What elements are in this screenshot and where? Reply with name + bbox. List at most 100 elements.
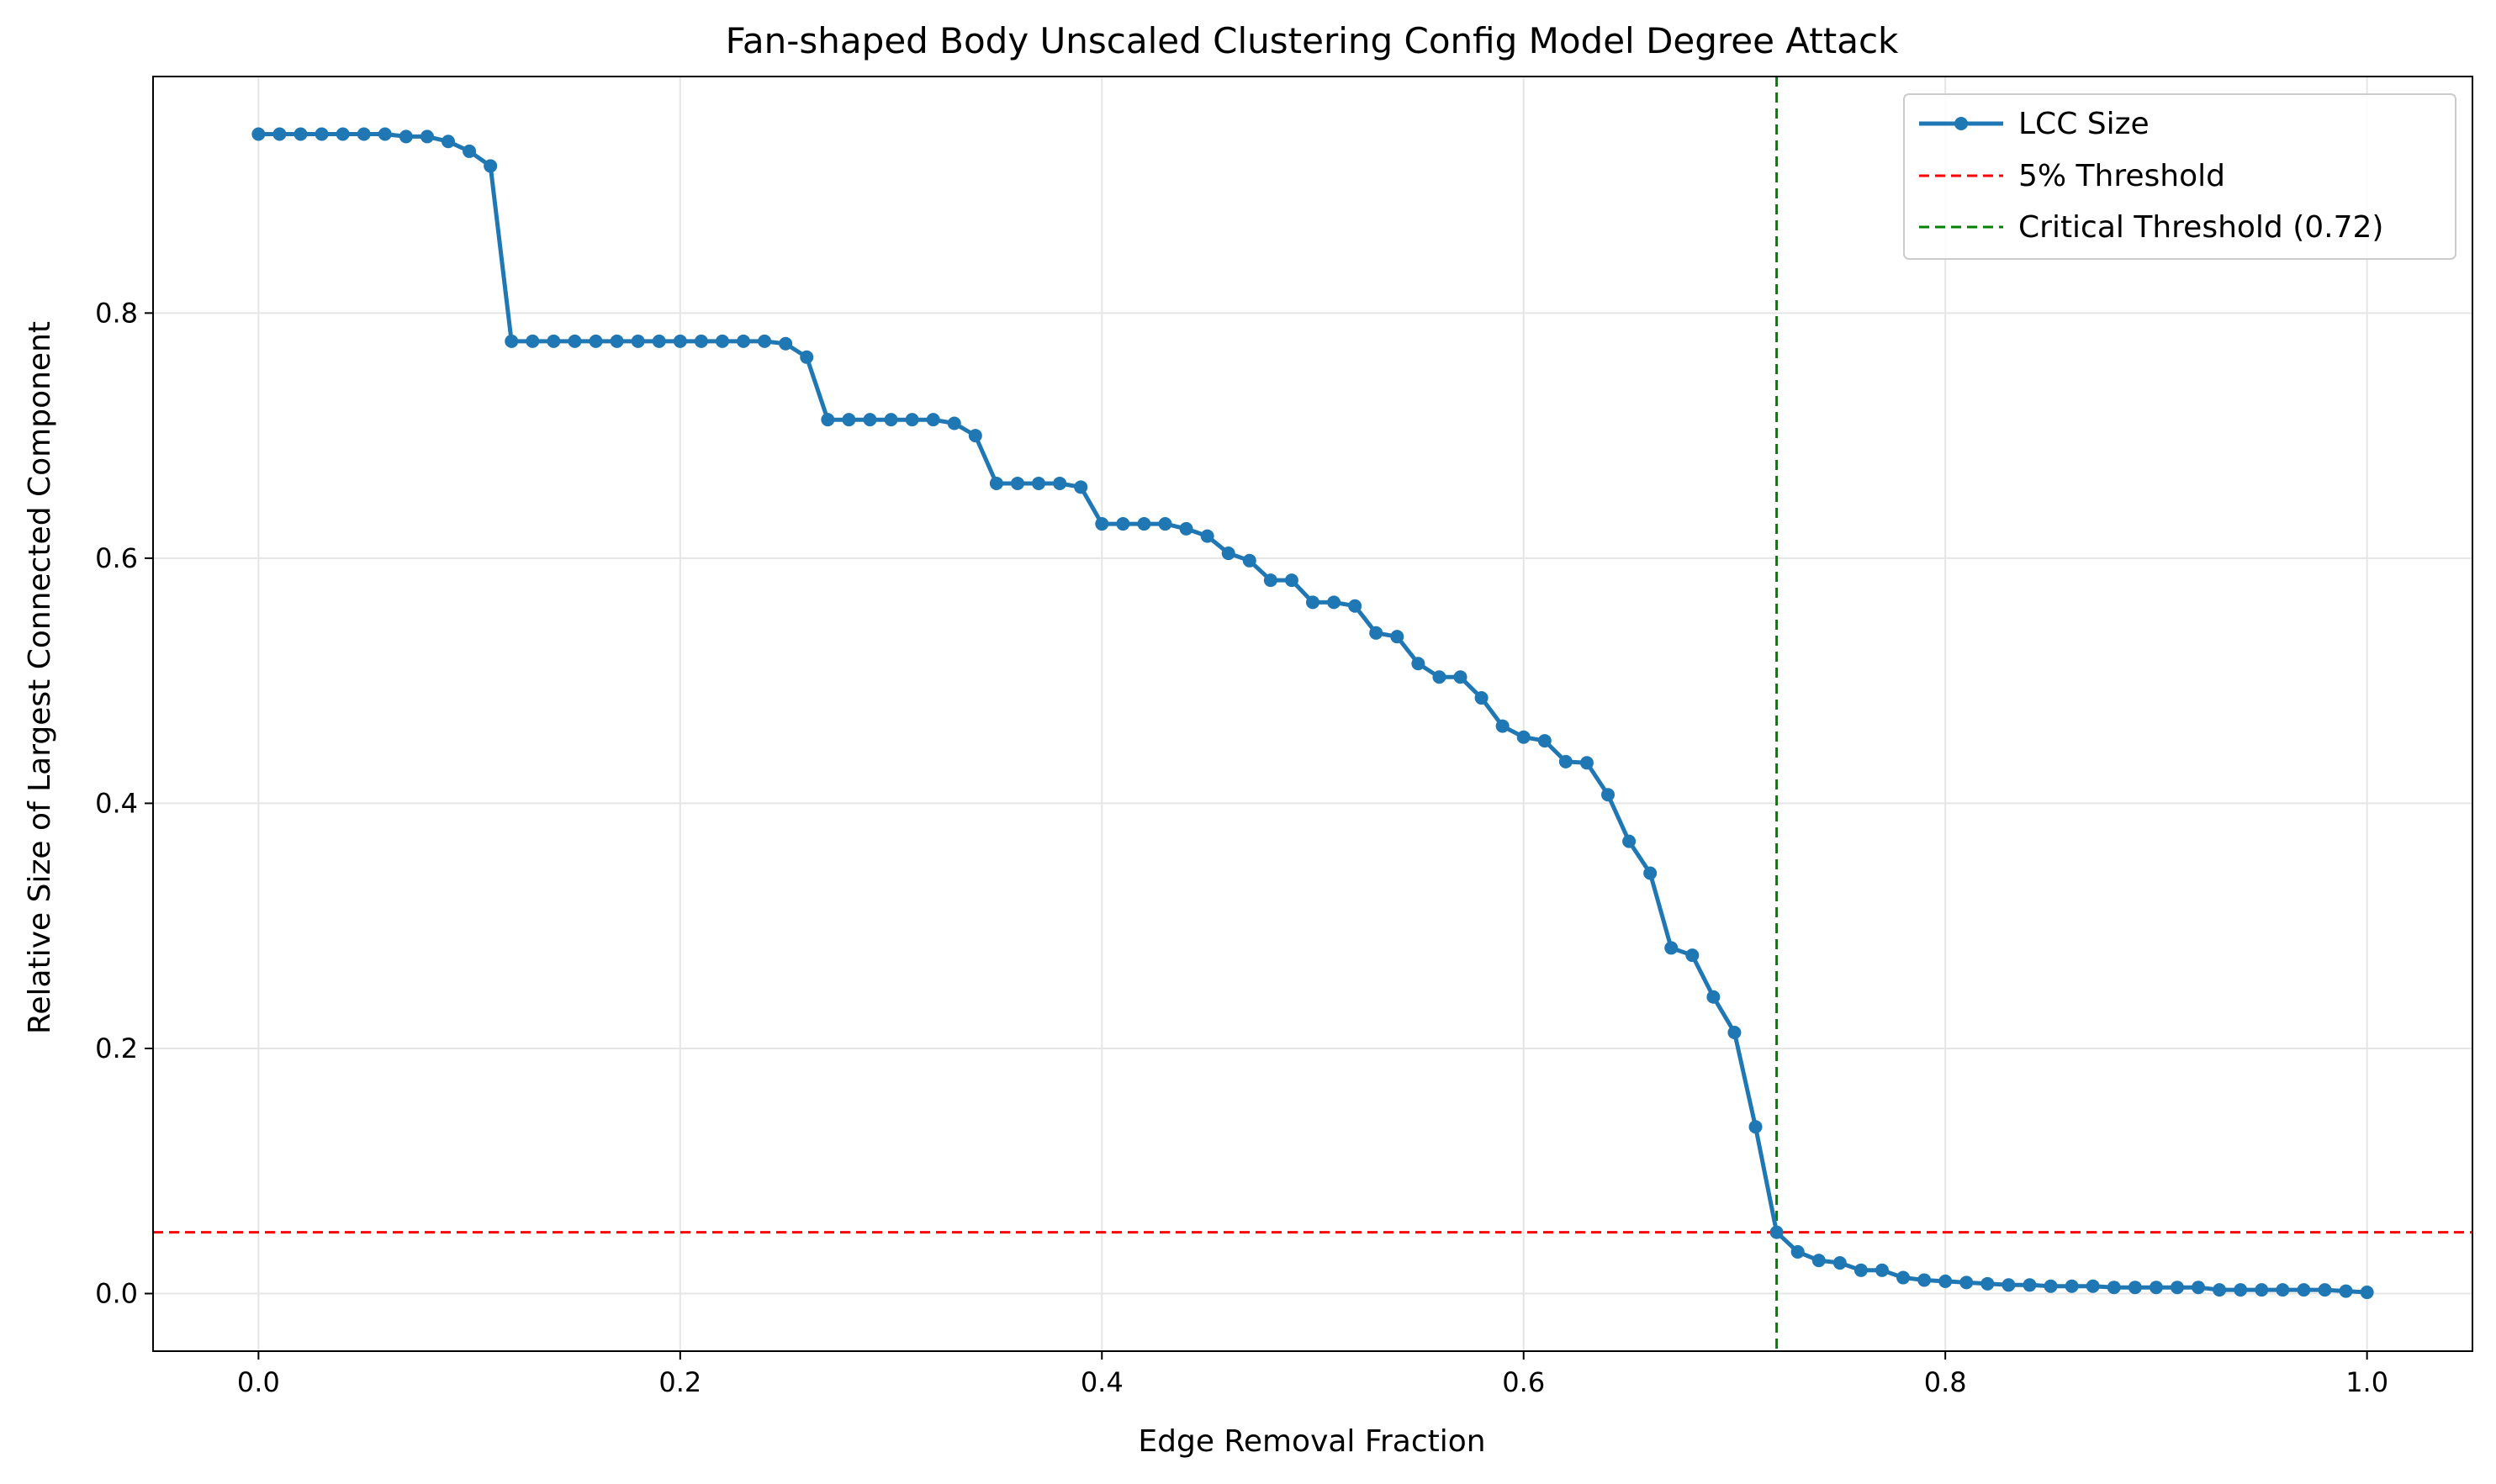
data-point [1242, 553, 1256, 568]
data-point [694, 334, 708, 348]
data-point [1095, 517, 1109, 531]
data-point [2318, 1283, 2332, 1297]
data-point [1685, 948, 1700, 963]
data-point [1664, 941, 1679, 955]
data-point [926, 413, 940, 427]
legend-label-lcc: LCC Size [2018, 107, 2150, 141]
data-point [251, 127, 266, 141]
data-point [905, 413, 919, 427]
data-point [2255, 1283, 2269, 1297]
plot-frame [152, 76, 2473, 1352]
data-point [293, 127, 308, 141]
legend-marker-lcc [1954, 117, 1968, 130]
data-point [1706, 990, 1721, 1004]
data-point [2360, 1286, 2374, 1300]
x-tick-label: 0.2 [658, 1366, 701, 1398]
data-point [1516, 730, 1531, 744]
data-point [547, 334, 561, 348]
data-point [589, 334, 603, 348]
data-point [378, 127, 392, 141]
data-point [610, 334, 624, 348]
legend-label-5pct: 5% Threshold [2018, 159, 2225, 193]
x-tick-label: 0.0 [237, 1366, 280, 1398]
data-point [1790, 1244, 1805, 1259]
x-axis-label: Edge Removal Fraction [1138, 1424, 1485, 1459]
data-point [631, 334, 645, 348]
data-point [442, 135, 456, 149]
data-point [505, 334, 519, 348]
data-point [1832, 1256, 1847, 1270]
data-point [1432, 670, 1446, 684]
data-point [1010, 476, 1024, 490]
data-point [1179, 521, 1193, 536]
data-point [1116, 517, 1130, 531]
y-axis-label: Relative Size of Largest Connected Compo… [23, 321, 57, 1034]
reference-lines [153, 77, 2472, 1351]
data-point [1284, 573, 1298, 588]
data-point [2002, 1278, 2016, 1292]
chart-title: Fan-shaped Body Unscaled Clustering Conf… [726, 20, 1899, 61]
y-tick-label: 0.4 [95, 787, 138, 819]
data-point [1558, 754, 1573, 768]
y-tick-label: 0.0 [95, 1277, 138, 1309]
data-point [2044, 1279, 2058, 1293]
data-point [1474, 691, 1489, 705]
data-point [2213, 1283, 2227, 1297]
x-tick-label: 0.8 [1924, 1366, 1967, 1398]
x-tick-label: 0.6 [1502, 1366, 1545, 1398]
data-point [2297, 1283, 2311, 1297]
data-point [1221, 547, 1235, 561]
data-point [1727, 1026, 1742, 1039]
data-point [2276, 1283, 2290, 1297]
data-point [1622, 834, 1637, 848]
data-point [1769, 1225, 1784, 1239]
legend-label-critical: Critical Threshold (0.72) [2018, 210, 2383, 245]
data-point [1537, 734, 1552, 748]
grid [153, 77, 2472, 1351]
data-point [1263, 573, 1277, 588]
data-point [821, 413, 835, 427]
data-point [800, 350, 814, 364]
data-point [863, 413, 877, 427]
data-point [1306, 595, 1319, 610]
data-point [968, 429, 982, 443]
data-point [1896, 1270, 1911, 1285]
data-point [758, 334, 772, 348]
data-point [357, 127, 371, 141]
data-point [526, 334, 540, 348]
data-point [842, 413, 856, 427]
data-point [1327, 595, 1341, 610]
data-point [652, 334, 666, 348]
data-point [2170, 1281, 2184, 1295]
data-point [2128, 1281, 2142, 1295]
x-tick-label: 1.0 [2345, 1366, 2388, 1398]
data-point [989, 476, 1003, 490]
data-point [1917, 1273, 1932, 1287]
data-point [1158, 517, 1172, 531]
data-point [2023, 1278, 2037, 1292]
data-point [315, 127, 329, 141]
y-tick-label: 0.8 [95, 297, 138, 329]
data-point [1980, 1276, 1995, 1291]
data-point [1390, 630, 1404, 644]
data-point [1959, 1275, 1974, 1290]
data-point [1601, 788, 1616, 802]
data-point [463, 144, 477, 158]
data-point [1411, 657, 1425, 671]
data-point [1137, 517, 1151, 531]
data-point [715, 334, 729, 348]
data-point [2086, 1279, 2100, 1293]
legend-box [1903, 93, 2456, 260]
data-point [947, 416, 961, 430]
data-point [1811, 1254, 1826, 1268]
data-point [568, 334, 582, 348]
data-point [2339, 1284, 2353, 1298]
data-point [1453, 670, 1467, 684]
data-point [2234, 1283, 2248, 1297]
x-tick-label: 0.4 [1081, 1366, 1124, 1398]
data-point [673, 334, 687, 348]
data-point [1938, 1274, 1953, 1288]
series-lcc-size [251, 127, 2374, 1300]
data-point [1369, 626, 1383, 640]
